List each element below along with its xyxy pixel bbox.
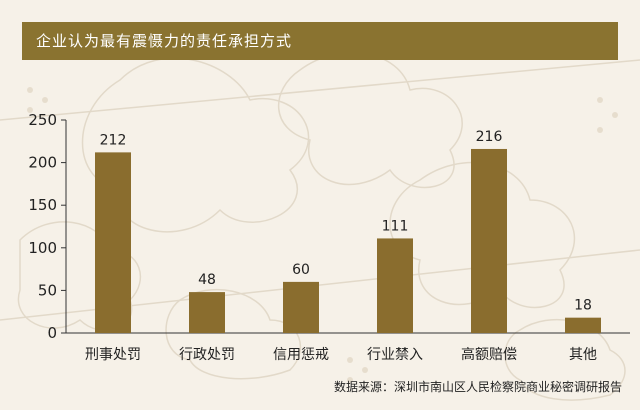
y-tick-label: 50 (38, 281, 57, 299)
data-label: 212 (100, 132, 127, 148)
y-tick-label: 0 (47, 324, 57, 342)
x-tick-label: 信用惩戒 (273, 347, 329, 363)
bar (471, 148, 507, 333)
data-label: 216 (476, 129, 503, 145)
chart-title: 企业认为最有震慑力的责任承担方式 (36, 32, 293, 50)
x-tick-label: 行政处罚 (179, 347, 235, 363)
x-tick-label: 高额赔偿 (461, 346, 517, 363)
bar (95, 152, 131, 333)
y-tick-label: 200 (28, 154, 57, 172)
data-label: 111 (382, 218, 409, 234)
x-tick-label: 其他 (569, 347, 597, 363)
x-tick-label: 行业禁入 (367, 347, 423, 363)
data-label: 60 (292, 262, 310, 278)
data-label: 18 (574, 298, 592, 314)
bar (189, 292, 225, 333)
bar (377, 238, 413, 333)
data-source-note: 数据来源：深圳市南山区人民检察院商业秘密调研报告 (333, 380, 622, 394)
y-tick-label: 100 (28, 239, 57, 257)
y-tick-label: 150 (28, 196, 57, 214)
y-tick-label: 250 (28, 111, 57, 129)
x-tick-label: 刑事处罚 (85, 347, 141, 363)
bar (565, 317, 601, 333)
bar (283, 281, 319, 333)
chart-title-bar: 企业认为最有震慑力的责任承担方式 (22, 22, 618, 60)
data-label: 48 (198, 272, 216, 288)
